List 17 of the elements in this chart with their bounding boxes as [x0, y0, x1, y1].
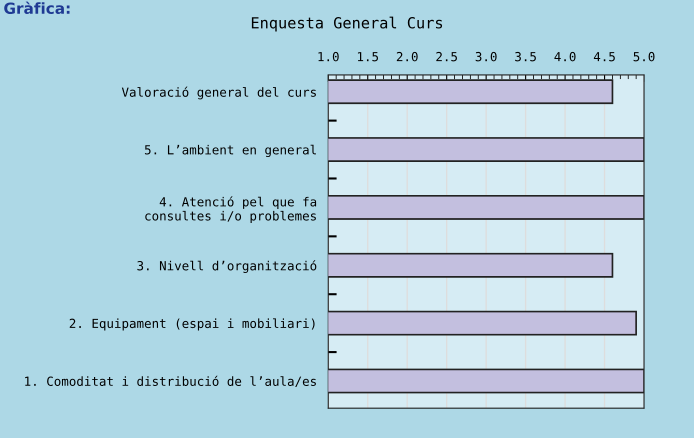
x-tick-label: 3.5	[515, 52, 536, 62]
y-tick-label: 2. Equipament (espai i mobiliari)	[70, 318, 315, 331]
y-tick-label: Valoració general del curs	[122, 86, 316, 100]
x-tick-label: 4.0	[554, 52, 576, 62]
text: Gràfica:	[4, 2, 70, 14]
x-tick-label: 1.5	[358, 52, 378, 62]
x-tick-label: 4.5	[594, 52, 615, 62]
y-tick-label: 4. Atenció pel que fa consultes i/o problemes	[145, 196, 316, 224]
x-tick-label: 2.0	[396, 52, 418, 62]
y-tick-label: 3. Nivell d’organització	[137, 260, 316, 273]
x-tick-label: 5.0	[634, 52, 655, 62]
chart-title: Enquesta General Curs	[252, 16, 442, 32]
x-tick-label: 1.0	[318, 52, 339, 62]
x-tick-label: 3.0	[476, 52, 497, 62]
y-tick-label: 5. L’ambient en general	[144, 144, 316, 158]
x-tick-label: 2.5	[436, 52, 457, 62]
y-tick-label: 1. Comoditat i distribució de l’aula/es	[25, 376, 316, 387]
